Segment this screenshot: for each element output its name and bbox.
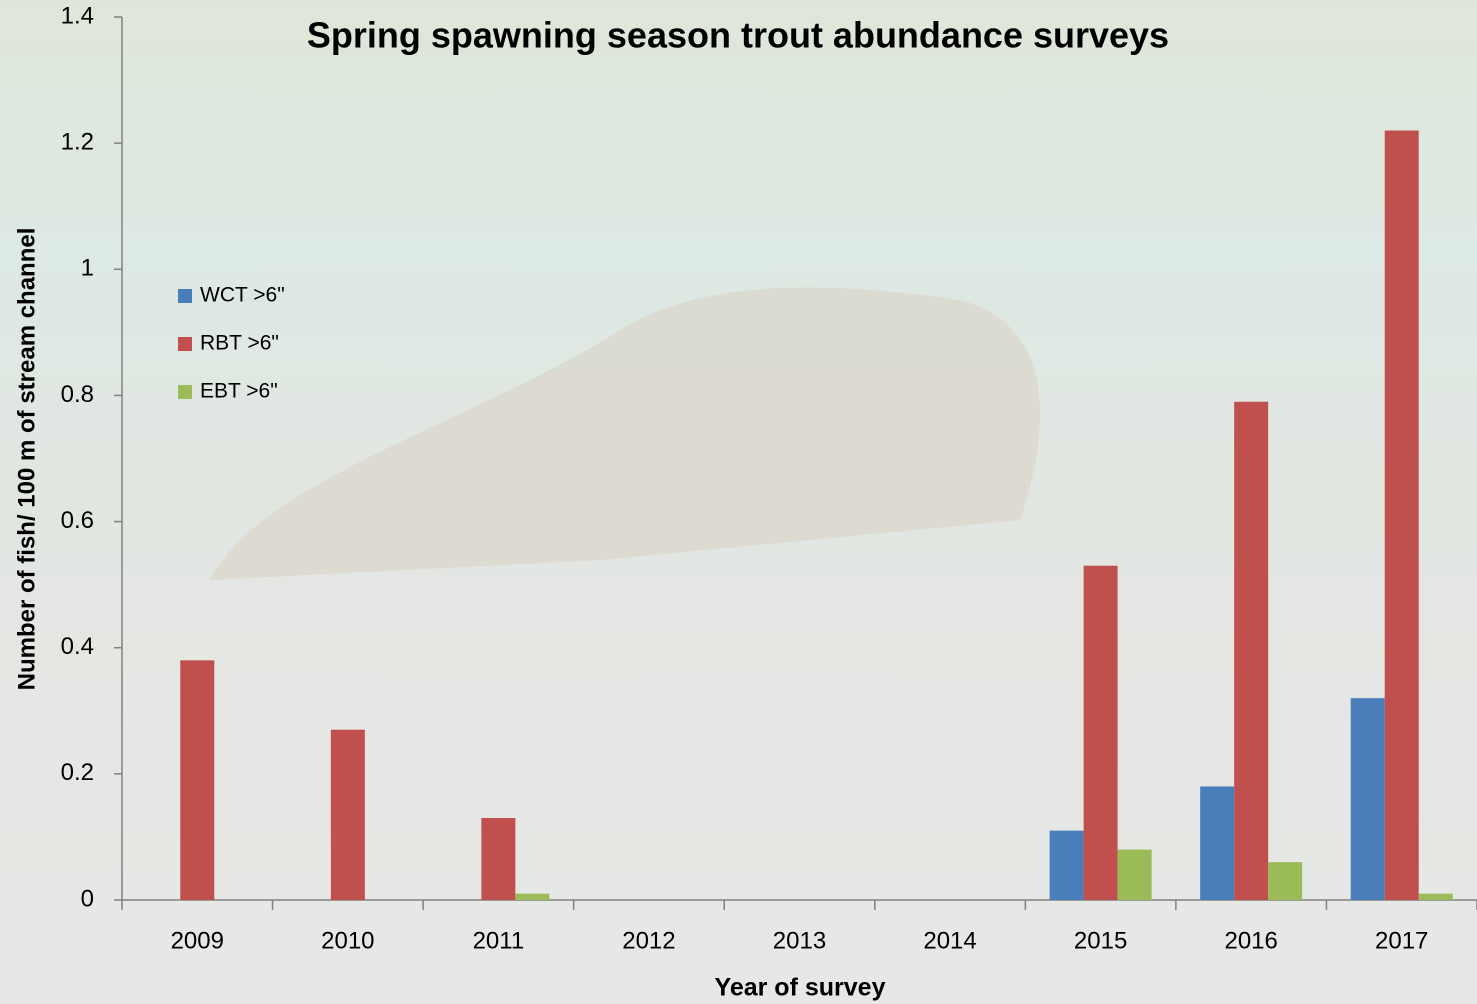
legend-swatch (178, 385, 192, 399)
bar (1384, 130, 1419, 900)
bar (1083, 565, 1118, 900)
y-tick-label: 1.4 (61, 2, 94, 29)
x-tick-label: 2016 (1224, 927, 1277, 954)
y-tick-label: 0.4 (61, 633, 94, 660)
x-axis-label: Year of survey (715, 974, 886, 1002)
x-tick-label: 2015 (1074, 927, 1127, 954)
x-tick-label: 2013 (773, 927, 826, 954)
x-tick-label: 2014 (923, 927, 976, 954)
bar (1117, 849, 1152, 900)
bar (481, 818, 516, 900)
chart-title: Spring spawning season trout abundance s… (307, 15, 1169, 56)
y-tick-label: 0.8 (61, 381, 94, 408)
y-tick-label: 1.2 (61, 128, 94, 155)
x-tick-label: 2012 (622, 927, 675, 954)
x-tick-label: 2010 (321, 927, 374, 954)
y-axis-label: Number of fish/ 100 m of stream channel (13, 228, 40, 691)
bar (1049, 830, 1084, 900)
bar (1200, 786, 1235, 900)
bar (1350, 698, 1385, 900)
bar (330, 729, 365, 900)
bar (1234, 401, 1269, 900)
legend-label: EBT >6" (200, 380, 278, 403)
y-tick-label: 0.2 (61, 759, 94, 786)
legend-label: WCT >6" (200, 284, 285, 307)
y-tick-label: 1 (81, 255, 94, 282)
x-tick-label: 2017 (1375, 927, 1428, 954)
x-tick-label: 2011 (473, 927, 525, 954)
legend-swatch (178, 337, 192, 351)
background-shape (210, 287, 1040, 580)
bar (1268, 862, 1303, 900)
y-tick-label: 0 (81, 885, 94, 912)
y-tick-label: 0.6 (61, 507, 94, 534)
bar (180, 660, 215, 900)
bar (515, 893, 550, 900)
legend-label: RBT >6" (200, 332, 279, 355)
bar (1418, 893, 1453, 900)
legend-swatch (178, 289, 192, 303)
x-tick-label: 2009 (171, 927, 224, 954)
